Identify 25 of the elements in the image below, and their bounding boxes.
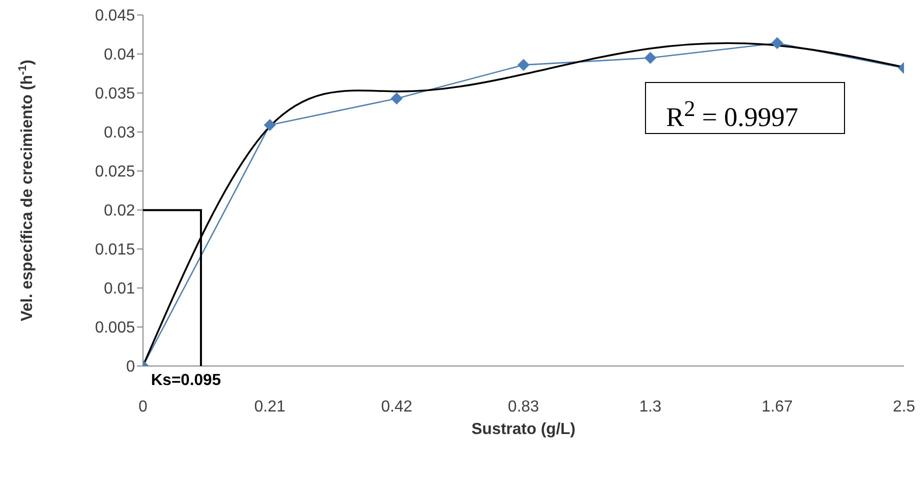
point	[264, 118, 276, 131]
x-tick-label: 0.42	[381, 398, 412, 416]
x-tick-label: 0.83	[508, 398, 540, 416]
text: Ks=0.095	[151, 372, 221, 390]
y-tick-label: 0.015	[94, 242, 136, 259]
x-tick-label: 0	[138, 398, 148, 416]
point	[390, 92, 403, 104]
y-tick-label: 0.035	[94, 86, 136, 103]
x-tick-label: 0.21	[254, 398, 286, 416]
y-tick-label: 0.03	[104, 124, 136, 142]
x-axis-title: Sustrato (g/L)	[472, 421, 576, 438]
y-tick-label: 0	[126, 358, 136, 376]
x-tick-label: 1.3	[639, 398, 662, 416]
point	[771, 37, 784, 50]
x-tick-label: 1.67	[762, 398, 793, 416]
y-tick-label: 0.01	[104, 280, 136, 298]
point	[644, 52, 656, 64]
point	[518, 58, 530, 71]
y-tick-label: 0.04	[104, 46, 136, 64]
annotation: R$^{2}$ = 0.9997	[645, 82, 845, 134]
x-tick-label: 2.5	[892, 398, 916, 416]
y-tick-label: 0.045	[94, 8, 136, 25]
y-tick-label: 0.02	[104, 202, 136, 220]
y-tick-label: 0.005	[94, 320, 136, 337]
y-tick-label: 0.025	[94, 164, 136, 181]
